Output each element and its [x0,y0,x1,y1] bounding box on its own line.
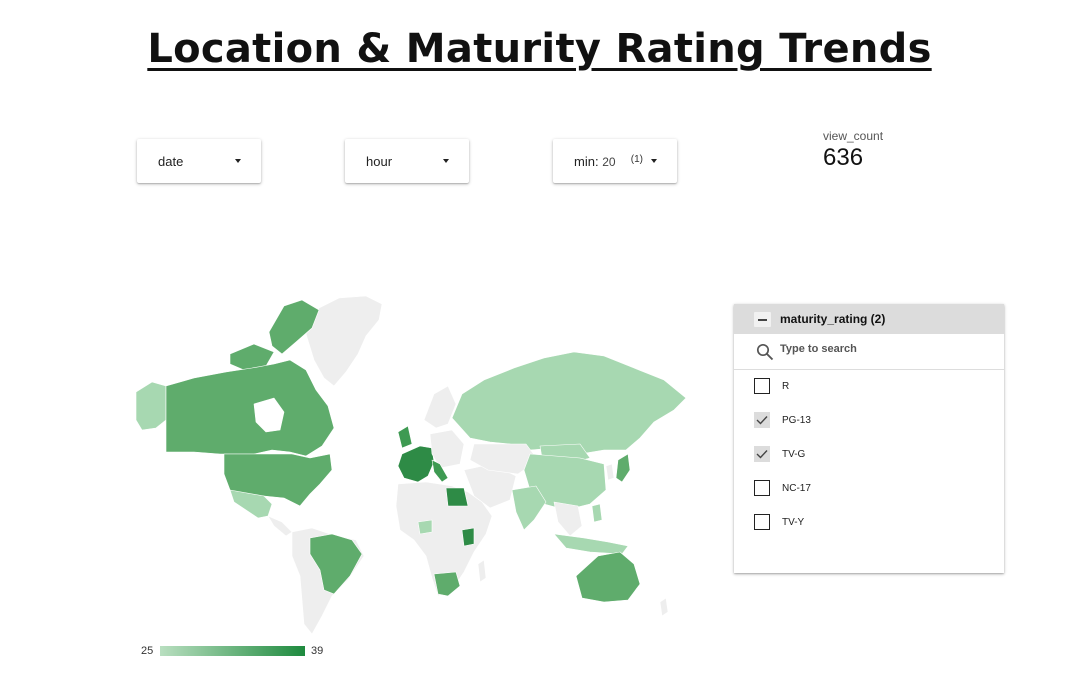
legend-min-value: 25 [141,645,154,657]
map-region-central-america [267,515,293,537]
checkbox-unchecked[interactable] [754,514,770,530]
scorecard-label: view_count [823,129,884,143]
caret-down-icon [443,159,449,163]
map-region-india [511,485,547,531]
filter-search-input[interactable] [780,343,980,355]
filter-search [734,334,1004,370]
checkbox-unchecked[interactable] [754,378,770,394]
checkbox-checked[interactable] [754,446,770,462]
legend-gradient-bar [160,646,305,656]
map-region-europe-east [429,429,465,469]
date-dropdown-label: date [158,154,184,169]
page-title: Location & Maturity Rating Trends [147,26,932,72]
map-region-indonesia [553,533,629,555]
map-region-brazil [309,533,363,595]
map-region-australia [575,551,641,603]
map-region-southeast-asia [553,501,583,537]
map-region-uk [397,425,413,449]
filter-option-label: R [782,381,790,392]
map-region-madagascar [477,559,487,583]
min-dropdown-count: (1) [630,154,643,165]
map-region-japan [615,453,631,483]
filter-option-pg-13[interactable]: PG-13 [754,412,984,432]
maturity-rating-filter: maturity_rating (2) R PG-13 TV-G NC-17 T… [734,304,1004,573]
min-dropdown-value: 20 [602,155,616,169]
filter-option-tv-g[interactable]: TV-G [754,446,984,466]
map-region-central-asia [469,443,539,475]
caret-down-icon [235,159,241,163]
checkbox-unchecked[interactable] [754,480,770,496]
map-region-russia [451,351,687,455]
checkbox-checked[interactable] [754,412,770,428]
world-map[interactable] [134,294,689,639]
map-region-new-zealand [659,597,669,617]
filter-option-label: NC-17 [782,483,811,494]
map-region-alaska [135,381,167,431]
filter-option-nc-17[interactable]: NC-17 [754,480,984,500]
filter-option-label: PG-13 [782,415,811,426]
filter-option-label: TV-Y [782,517,805,528]
map-region-egypt [445,487,469,507]
caret-down-icon [651,159,657,163]
map-region-canada-islands [268,299,320,355]
filter-header[interactable]: maturity_rating (2) [734,304,1004,334]
scorecard-value: 636 [823,144,864,171]
search-icon [756,343,774,361]
min-dropdown-label: min: [574,154,599,169]
filter-option-r[interactable]: R [754,378,984,398]
map-region-canada [165,359,335,457]
filter-option-label: TV-G [782,449,806,460]
checkmark-icon [756,450,768,459]
map-region-hudson-bay [253,397,285,433]
collapse-icon[interactable] [754,312,771,327]
map-region-greenland [305,295,383,387]
map-region-western-europe [397,445,435,483]
checkmark-icon [756,416,768,425]
legend-max-value: 39 [311,645,324,657]
min-dropdown[interactable]: min: 20 (1) [553,139,677,183]
hour-dropdown-label: hour [366,154,393,169]
map-region-kenya [461,527,475,547]
filter-title: maturity_rating (2) [780,312,886,326]
map-region-scandinavia [423,385,457,429]
map-region-korea [605,463,615,481]
filter-option-tv-y[interactable]: TV-Y [754,514,984,534]
hour-dropdown[interactable]: hour [345,139,469,183]
map-region-south-africa [433,571,461,597]
map-region-mexico [229,489,273,519]
date-dropdown[interactable]: date [137,139,261,183]
map-region-philippines [591,503,603,523]
view-count-scorecard: view_count 636 [823,129,883,172]
map-region-nigeria [417,519,433,535]
map-region-italy [431,459,449,483]
